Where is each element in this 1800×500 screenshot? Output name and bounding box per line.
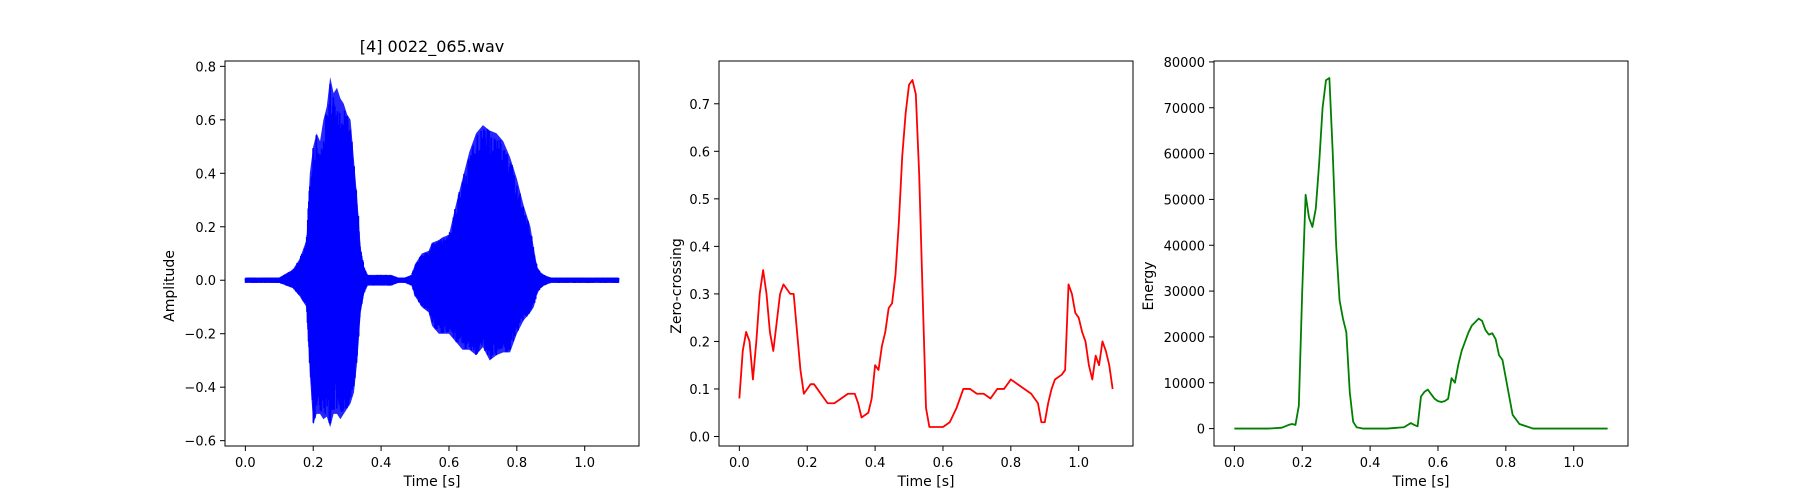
zero-crossing-x-tick-label: 0.2	[797, 456, 818, 471]
energy-y-tick-label: 40000	[1164, 239, 1205, 254]
zero-crossing-y-tick-label: 0.5	[689, 193, 710, 208]
energy-series-line	[1234, 77, 1608, 430]
zero-crossing-series-line	[738, 79, 1114, 428]
energy-xlabel: Time [s]	[1392, 474, 1450, 490]
zero-crossing-x-tick-label: 1.0	[1068, 456, 1089, 471]
energy-y-tick-label: 60000	[1164, 148, 1205, 163]
waveform-x-tick-label: 0.4	[371, 456, 392, 471]
waveform-y-tick-label: 0.0	[195, 274, 216, 289]
zero-crossing-ylabel: Zero-crossing	[669, 238, 685, 333]
zero-crossing-y-tick-label: 0.0	[689, 430, 710, 445]
zero-crossing-y-tick-label: 0.4	[689, 240, 710, 255]
waveform-x-tick-label: 0.0	[235, 456, 256, 471]
energy-x-tick-label: 0.6	[1428, 456, 1449, 471]
waveform-y-tick-label: 0.8	[195, 60, 216, 75]
waveform-y-tick-label: −0.4	[184, 381, 216, 396]
zero-crossing-x-tick-label: 0.4	[865, 456, 886, 471]
zero-crossing-axes-frame	[718, 60, 1134, 447]
energy-y-tick-label: 50000	[1164, 193, 1205, 208]
waveform-panel: [4] 0022_065.wav Time [s] Amplitude 0.0 0…	[162, 37, 640, 490]
waveform-ylabel: Amplitude	[162, 250, 178, 322]
waveform-x-tick-label: 0.8	[506, 456, 527, 471]
energy-axes-frame	[1213, 60, 1629, 447]
zero-crossing-panel: Time [s] Zero-crossing 0.0 0.2 0.4 0.6 0.8 1.…	[669, 60, 1134, 490]
waveform-title: [4] 0022_065.wav	[360, 37, 504, 57]
zero-crossing-x-tick-label: 0.8	[1000, 456, 1021, 471]
energy-y-tick-label: 0	[1197, 423, 1205, 438]
energy-x-tick-label: 0.2	[1292, 456, 1313, 471]
energy-x-tick-label: 0.8	[1495, 456, 1516, 471]
energy-y-tick-label: 70000	[1164, 102, 1205, 117]
energy-y-tick-label: 30000	[1164, 285, 1205, 300]
zero-crossing-y-tick-label: 0.1	[689, 383, 710, 398]
energy-x-tick-label: 0.4	[1360, 456, 1381, 471]
waveform-y-tick-label: −0.6	[184, 435, 216, 450]
zero-crossing-x-tick-label: 0.6	[933, 456, 954, 471]
energy-panel: Time [s] Energy 0.0 0.2 0.4 0.6 0.8 1.0 0 10000…	[1141, 56, 1629, 490]
energy-y-tick-label: 80000	[1164, 56, 1205, 71]
waveform-y-tick-label: 0.4	[195, 167, 216, 182]
energy-y-tick-label: 10000	[1164, 377, 1205, 392]
zero-crossing-y-tick-label: 0.3	[689, 288, 710, 303]
waveform-y-tick-label: 0.6	[195, 114, 216, 129]
zero-crossing-xlabel: Time [s]	[897, 474, 955, 490]
waveform-x-tick-label: 0.6	[439, 456, 460, 471]
waveform-envelope-fill	[245, 77, 619, 428]
energy-y-tick-label: 20000	[1164, 331, 1205, 346]
waveform-x-tick-label: 1.0	[574, 456, 595, 471]
waveform-xlabel: Time [s]	[403, 474, 461, 490]
zero-crossing-x-tick-label: 0.0	[729, 456, 750, 471]
waveform-y-tick-label: 0.2	[195, 221, 216, 236]
zero-crossing-y-tick-label: 0.7	[689, 98, 710, 113]
energy-x-tick-label: 1.0	[1563, 456, 1584, 471]
energy-ylabel: Energy	[1141, 261, 1157, 310]
zero-crossing-y-tick-label: 0.6	[689, 145, 710, 160]
waveform-x-tick-label: 0.2	[303, 456, 324, 471]
energy-x-tick-label: 0.0	[1224, 456, 1245, 471]
waveform-y-tick-label: −0.2	[184, 328, 216, 343]
waveform-axes-frame	[224, 60, 640, 447]
zero-crossing-y-tick-label: 0.2	[689, 335, 710, 350]
